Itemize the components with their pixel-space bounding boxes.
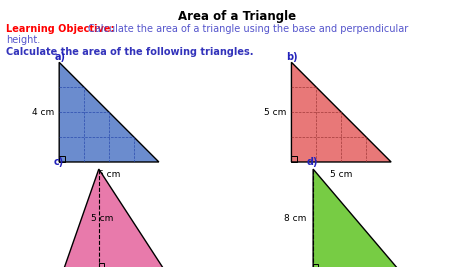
Text: Calculate the area of a triangle using the base and perpendicular: Calculate the area of a triangle using t… — [88, 24, 408, 34]
Text: height.: height. — [6, 35, 40, 45]
Text: 8 cm: 8 cm — [284, 214, 306, 223]
Text: c): c) — [54, 157, 64, 167]
Text: b): b) — [286, 52, 298, 62]
Polygon shape — [59, 62, 159, 162]
Polygon shape — [59, 62, 159, 162]
Text: d): d) — [306, 157, 318, 167]
Polygon shape — [292, 62, 391, 162]
Text: Learning Objective:: Learning Objective: — [6, 24, 115, 34]
Text: 6 cm: 6 cm — [98, 170, 120, 179]
Text: Calculate the area of the following triangles.: Calculate the area of the following tria… — [6, 47, 254, 57]
Text: a): a) — [54, 52, 65, 62]
Polygon shape — [64, 169, 164, 267]
Text: 5 cm: 5 cm — [330, 170, 353, 179]
Polygon shape — [292, 62, 391, 162]
Text: 5 cm: 5 cm — [91, 214, 114, 223]
Text: 5 cm: 5 cm — [264, 108, 286, 117]
Polygon shape — [313, 169, 398, 267]
Text: Area of a Triangle: Area of a Triangle — [178, 10, 296, 23]
Text: 4 cm: 4 cm — [32, 108, 54, 117]
